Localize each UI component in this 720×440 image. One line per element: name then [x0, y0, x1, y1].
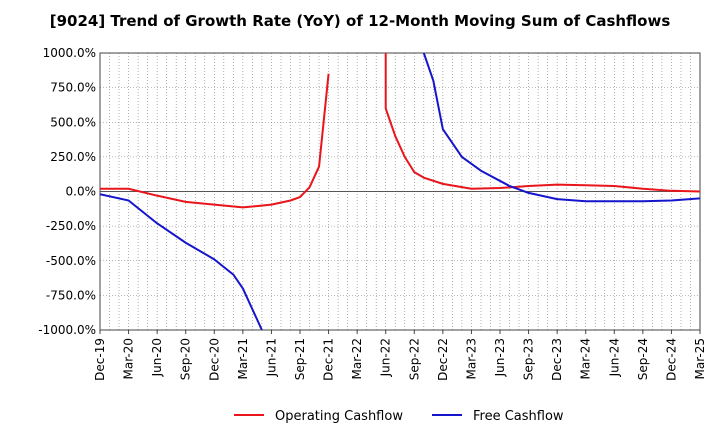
series-line: [100, 193, 263, 330]
series-line: [100, 73, 330, 209]
series: [100, 53, 700, 330]
y-tick-label: 500.0%: [50, 115, 96, 129]
x-tick-label: Sep-20: [179, 338, 193, 380]
x-tick-label: Mar-25: [693, 338, 707, 379]
x-tick-label: Dec-20: [207, 338, 221, 381]
x-tick-label: Mar-23: [464, 338, 478, 379]
y-tick-label: 0.0%: [66, 185, 97, 199]
x-tick-label: Dec-21: [322, 338, 336, 381]
x-tick-label: Jun-22: [379, 338, 393, 377]
x-tick-label: Mar-24: [579, 338, 593, 379]
x-tick-label: Dec-19: [93, 338, 107, 381]
y-tick-label: -1000.0%: [38, 323, 96, 337]
x-tick-label: Dec-22: [436, 338, 450, 381]
x-tick-label: Sep-21: [293, 338, 307, 380]
y-tick-label: 250.0%: [50, 150, 96, 164]
grid: [100, 52, 700, 331]
x-tick-label: Sep-23: [522, 338, 536, 380]
x-tick-label: Mar-22: [350, 338, 364, 379]
legend-item-free-cashflow: Free Cashflow: [432, 409, 564, 424]
legend: Operating Cashflow Free Cashflow: [234, 409, 564, 424]
x-tick-label: Jun-20: [150, 338, 164, 377]
x-tick-label: Jun-21: [264, 338, 278, 377]
y-tick-label: -500.0%: [46, 254, 96, 268]
series-line: [384, 53, 700, 193]
y-tick-label: 750.0%: [50, 81, 96, 95]
x-axis-ticks: Dec-19 Mar-20 Jun-20 Sep-20 Dec-20 Mar-21 Jun-…: [93, 330, 707, 381]
y-axis-ticks: 1000.0% 750.0% 500.0% 250.0% 0.0% -250.0% -500…: [38, 46, 96, 337]
legend-item-operating-cashflow: Operating Cashflow: [234, 409, 403, 424]
x-tick-label: Mar-20: [122, 338, 136, 379]
y-tick-label: 1000.0%: [43, 46, 96, 60]
x-tick-label: Mar-21: [236, 338, 250, 379]
x-tick-label: Sep-22: [407, 338, 421, 380]
series-free-cashflow: [100, 53, 700, 330]
y-tick-label: -750.0%: [46, 288, 96, 302]
chart-title: [9024] Trend of Growth Rate (YoY) of 12-…: [49, 12, 671, 30]
legend-label: Free Cashflow: [473, 409, 564, 424]
series-operating-cashflow: [100, 53, 700, 209]
x-tick-label: Sep-24: [636, 338, 650, 380]
x-tick-label: Dec-24: [664, 338, 678, 381]
legend-label: Operating Cashflow: [275, 409, 403, 424]
y-tick-label: -250.0%: [46, 219, 96, 233]
x-tick-label: Jun-24: [607, 338, 621, 377]
x-tick-label: Dec-23: [550, 338, 564, 381]
series-line: [422, 53, 700, 203]
x-tick-label: Jun-23: [493, 338, 507, 377]
